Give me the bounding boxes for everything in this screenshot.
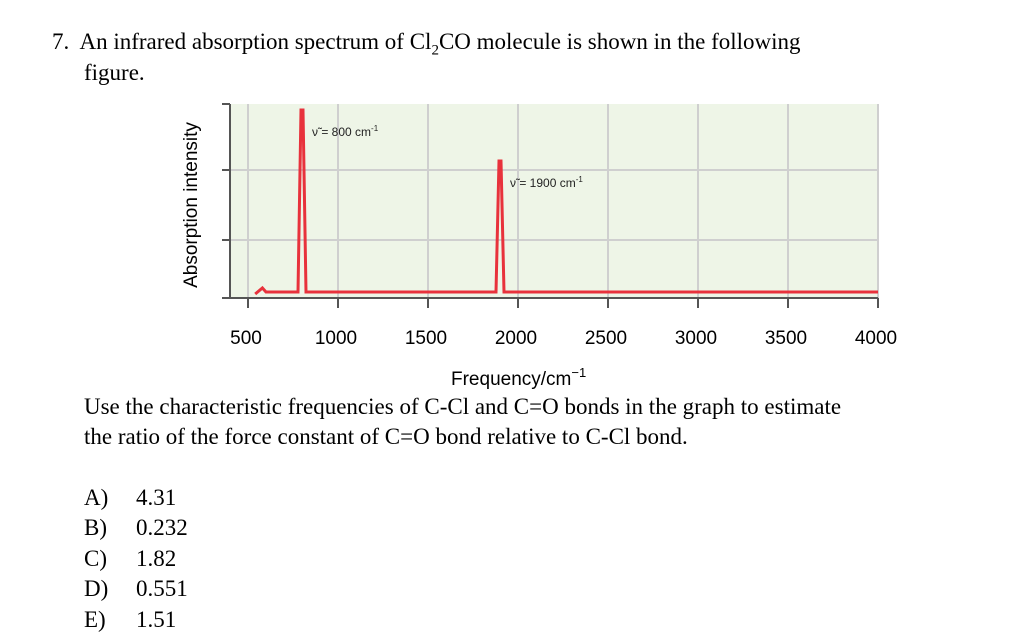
option-value: 0.551 — [136, 576, 188, 601]
x-tick-label: 2000 — [495, 328, 537, 349]
question-line1-end: CO molecule is shown in the following — [438, 29, 801, 54]
axes — [222, 103, 879, 308]
x-tick-label: 3500 — [765, 328, 807, 349]
prompt-line1: Use the characteristic frequencies of C-… — [84, 394, 842, 419]
grid — [230, 104, 879, 298]
option-d[interactable]: D) 0.551 — [84, 575, 188, 603]
spectrum-line — [254, 108, 878, 296]
prompt-line2: the ratio of the force constant of C=O b… — [84, 424, 688, 449]
x-axis-label: Frequency/cm−1 — [451, 365, 586, 390]
x-tick-label: 1000 — [315, 328, 357, 349]
x-tick-labels: 500 1000 1500 2000 2500 3000 3500 4000 — [230, 328, 897, 349]
x-tick-label: 500 — [230, 328, 262, 349]
option-value: 0.232 — [136, 515, 188, 540]
x-tick-label: 3000 — [675, 328, 717, 349]
option-a[interactable]: A) 4.31 — [84, 484, 176, 512]
subscript-2: 2 — [431, 42, 439, 59]
question-line2: figure. — [84, 60, 145, 85]
option-letter: B) — [84, 515, 107, 540]
x-tick-label: 1500 — [405, 328, 447, 349]
option-value: 1.82 — [136, 546, 177, 571]
option-letter: C) — [84, 546, 107, 571]
question-line1: An infrared absorption spectrum of Cl — [79, 29, 432, 54]
y-axis-label: Absorption intensity — [181, 122, 202, 288]
question-number: 7. — [52, 29, 70, 54]
option-b[interactable]: B) 0.232 — [84, 514, 188, 542]
x-tick-label: 2500 — [585, 328, 627, 349]
option-value: 1.51 — [136, 607, 177, 632]
option-letter: E) — [84, 607, 106, 632]
option-letter: D) — [84, 576, 109, 601]
x-tick-label: 4000 — [855, 328, 897, 349]
peak-label: ν̃ = 1900 cm-1 — [510, 175, 583, 190]
question-header: 7. An infrared absorption spectrum of Cl… — [52, 28, 801, 65]
option-e[interactable]: E) 1.51 — [84, 606, 176, 634]
option-value: 4.31 — [136, 485, 177, 510]
peak-labels: ν̃ = 800 cm-1 ν̃ = 1900 cm-1 — [312, 124, 583, 190]
option-c[interactable]: C) 1.82 — [84, 545, 176, 573]
peak-label: ν̃ = 800 cm-1 — [312, 124, 379, 139]
option-letter: A) — [84, 485, 109, 510]
